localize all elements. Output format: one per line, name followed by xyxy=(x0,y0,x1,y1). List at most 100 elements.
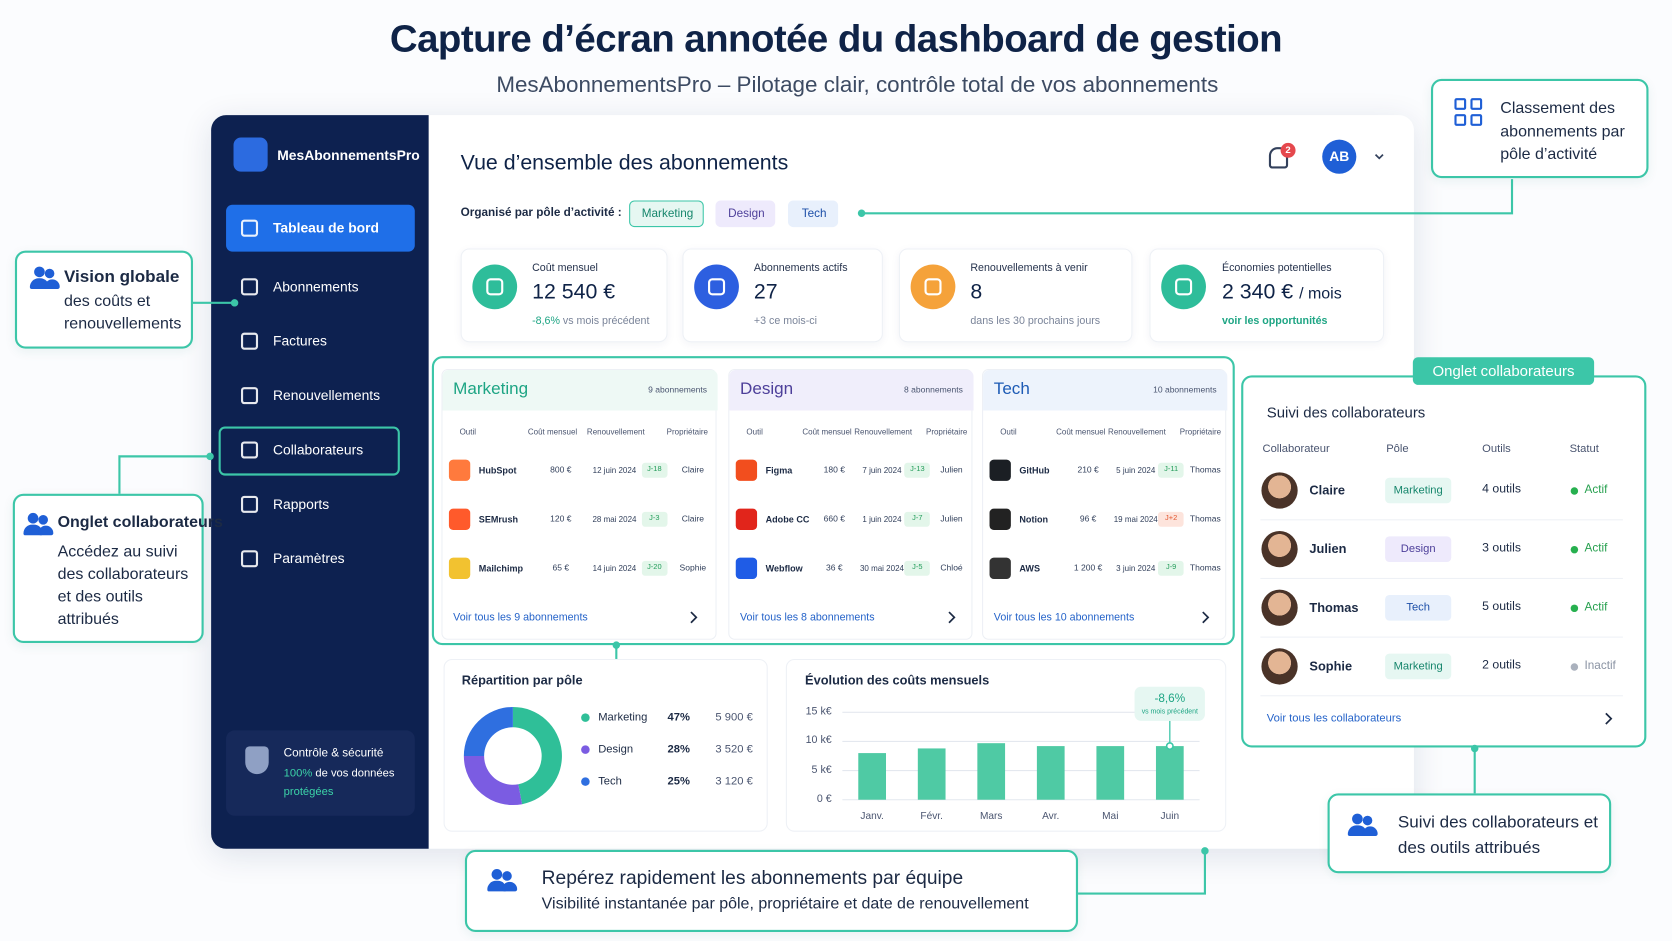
kpi-note-line: -8,6% vs mois précédent xyxy=(532,316,649,329)
tool-icon xyxy=(448,557,471,580)
pole-chip: Design xyxy=(1385,536,1452,562)
filter-chip[interactable]: Tech xyxy=(787,200,839,228)
avatar[interactable]: AB xyxy=(1322,139,1357,174)
tool-cost: 800 € xyxy=(550,465,572,475)
kpi-glyph xyxy=(924,278,942,296)
column-header: Coût mensuel xyxy=(1056,427,1106,437)
icon-grid-cell xyxy=(1470,98,1483,110)
pole-link[interactable]: Voir tous les 10 abonnements xyxy=(993,612,1135,624)
renewal-badge: J-3 xyxy=(641,511,668,527)
collaborator-pole: Marketing xyxy=(1393,483,1443,497)
collaborator-status: Actif xyxy=(1584,483,1608,497)
collaborator-tools: 2 outils xyxy=(1482,659,1522,672)
tool-name: Mailchimp xyxy=(478,562,524,574)
tool-renewal: 1 juin 2024 xyxy=(862,514,902,525)
kpi-icon xyxy=(1161,264,1206,310)
kpi-note: +3 ce mois-ci xyxy=(753,315,817,328)
menu-item[interactable]: Paramètres xyxy=(272,550,345,567)
filter-chip[interactable]: Design xyxy=(715,200,776,228)
pole-link[interactable]: Voir tous les 8 abonnements xyxy=(740,612,875,624)
menu-item[interactable]: Renouvellements xyxy=(272,387,381,404)
annotation-icon xyxy=(487,869,518,895)
column-header: Propriétaire xyxy=(666,427,709,437)
annotation-icon xyxy=(29,266,60,293)
kpi-icon xyxy=(694,264,739,310)
tool-name: AWS xyxy=(1019,562,1041,574)
tool-icon xyxy=(735,459,758,481)
pole-count: 8 abonnements xyxy=(904,385,963,395)
renewal-days: J-9 xyxy=(1165,563,1177,572)
pole-chip: Tech xyxy=(1385,594,1452,621)
tool-name: Webflow xyxy=(765,562,803,574)
kpi-value-line: 8 xyxy=(970,279,982,305)
y-tick-label: 0 € xyxy=(816,793,832,806)
collaborator-name: Sophie xyxy=(1309,658,1353,674)
tool-renewal: 30 mai 2024 xyxy=(859,563,904,574)
kpi-note-line: +3 ce mois-ci xyxy=(754,316,817,329)
menu-icon xyxy=(240,495,259,513)
pole-chip: Marketing xyxy=(1385,477,1452,504)
tool-cost: 210 € xyxy=(1077,465,1099,475)
icon-grid-cell xyxy=(1470,114,1483,126)
menu-icon xyxy=(240,387,259,405)
legend-amount: 3 520 € xyxy=(715,742,753,756)
menu-item[interactable]: Abonnements xyxy=(272,278,359,295)
menu-icon xyxy=(240,441,259,459)
renewal-badge: J-18 xyxy=(641,462,668,478)
legend-label: Marketing xyxy=(598,710,648,724)
icon-body xyxy=(38,525,54,536)
kpi-note[interactable]: voir les opportunités xyxy=(1221,315,1328,328)
tool-name: Adobe CC xyxy=(765,513,810,525)
annotation-text: des coûts et renouvellements xyxy=(63,292,182,333)
collaborator-tools: 3 outils xyxy=(1482,541,1522,555)
filter-chip[interactable]: Marketing xyxy=(629,200,704,228)
main-title: Vue d’ensemble des abonnements xyxy=(460,151,789,175)
kpi-unit: / mois xyxy=(1299,284,1342,303)
tool-owner: Sophie xyxy=(679,563,707,573)
icon-body xyxy=(502,881,518,892)
column-header: Renouvellement xyxy=(854,427,913,437)
renewal-days: J-13 xyxy=(910,465,925,474)
collaborators-column: Pôle xyxy=(1386,442,1409,455)
tool-name: HubSpot xyxy=(478,464,517,476)
security-title: Contrôle & sécurité xyxy=(283,746,384,760)
menu-item[interactable]: Factures xyxy=(272,332,327,349)
annotation-teams xyxy=(464,849,1079,932)
menu-item[interactable]: Tableau de bord xyxy=(272,219,380,236)
brand-name: MesAbonnementsPro xyxy=(277,147,420,164)
poles-highlight xyxy=(431,356,1235,646)
icon-grid-cell xyxy=(1454,114,1467,126)
renewal-badge: J-9 xyxy=(1158,560,1184,576)
collaborator-name: Julien xyxy=(1309,541,1347,557)
kpi-glyph xyxy=(486,278,504,296)
icon-body xyxy=(487,880,507,892)
renewal-days: J-3 xyxy=(649,514,660,523)
distribution-title: Répartition par pôle xyxy=(461,672,583,688)
x-tick-label: Févr. xyxy=(920,810,943,823)
tool-icon xyxy=(735,508,758,530)
annotation-bubble: -8,6% vs mois précédent xyxy=(1134,686,1206,721)
icon-body xyxy=(29,278,50,289)
pole-panel: Marketing 9 abonnements Outil Coût mensuel R… xyxy=(441,368,718,640)
row-divider xyxy=(1260,519,1623,521)
pole-header xyxy=(442,370,718,411)
collaborator-avatar xyxy=(1261,531,1298,568)
icon-body xyxy=(23,524,43,536)
annotation-text: Accédez au suivi des collaborateurs et d… xyxy=(57,542,189,629)
collaborators-link[interactable]: Voir tous les collaborateurs xyxy=(1266,711,1402,725)
kpi-label: Renouvellements à venir xyxy=(970,262,1088,275)
icon-grid-cell xyxy=(1454,98,1467,110)
notification-badge: 2 xyxy=(1280,142,1296,158)
filter-chip-label: Tech xyxy=(801,207,827,221)
pole-link[interactable]: Voir tous les 9 abonnements xyxy=(453,612,588,624)
kpi-delta: -8,6% xyxy=(532,315,560,328)
status-dot xyxy=(1570,662,1579,671)
menu-item[interactable]: Rapports xyxy=(272,496,330,513)
icon-head xyxy=(491,869,503,880)
legend-label: Tech xyxy=(598,774,622,788)
kpi-label: Économies potentielles xyxy=(1221,262,1332,275)
menu-item[interactable]: Collaborateurs xyxy=(272,441,364,458)
legend-dot xyxy=(581,745,590,754)
status-dot xyxy=(1570,545,1579,553)
